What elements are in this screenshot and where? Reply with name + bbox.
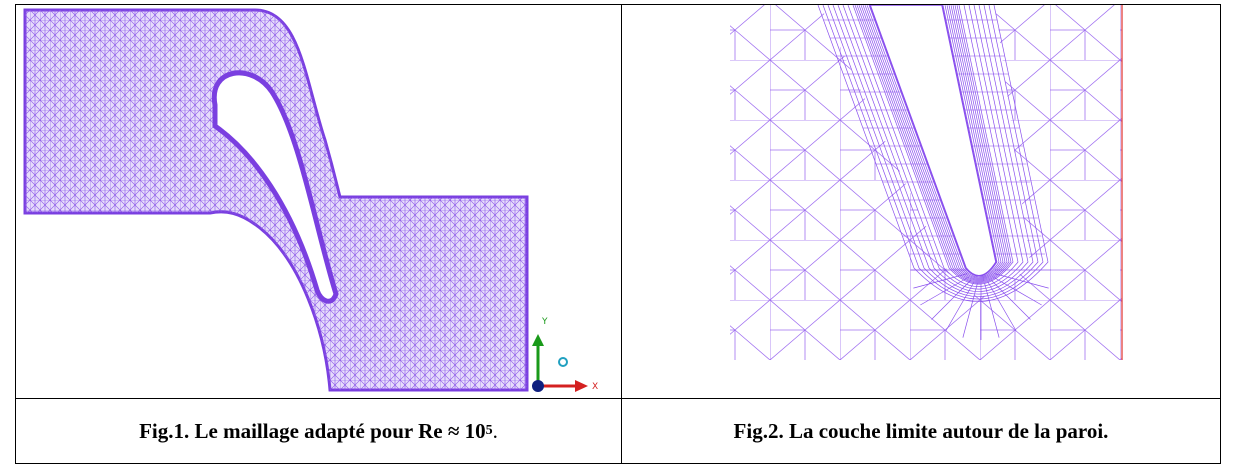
caption-end: .: [493, 419, 498, 444]
caption: Fig.2. La couche limite autour de la par…: [622, 398, 1220, 464]
caption-text: Fig.1. Le maillage adapté pour Re ≈ 10: [139, 419, 486, 444]
caption-exponent: 5: [486, 423, 493, 439]
mesh-figure-2: [730, 5, 1122, 360]
caption-text: Fig.2. La couche limite autour de la par…: [734, 419, 1109, 444]
axis-label: X: [592, 382, 598, 392]
page: Y X Fig.1. Le maillage adapté pour Re ≈ …: [0, 0, 1233, 464]
mesh-figure-1: Y X: [25, 10, 598, 392]
axis-label: Y: [541, 317, 548, 327]
figure-table: Y X: [0, 0, 1233, 464]
